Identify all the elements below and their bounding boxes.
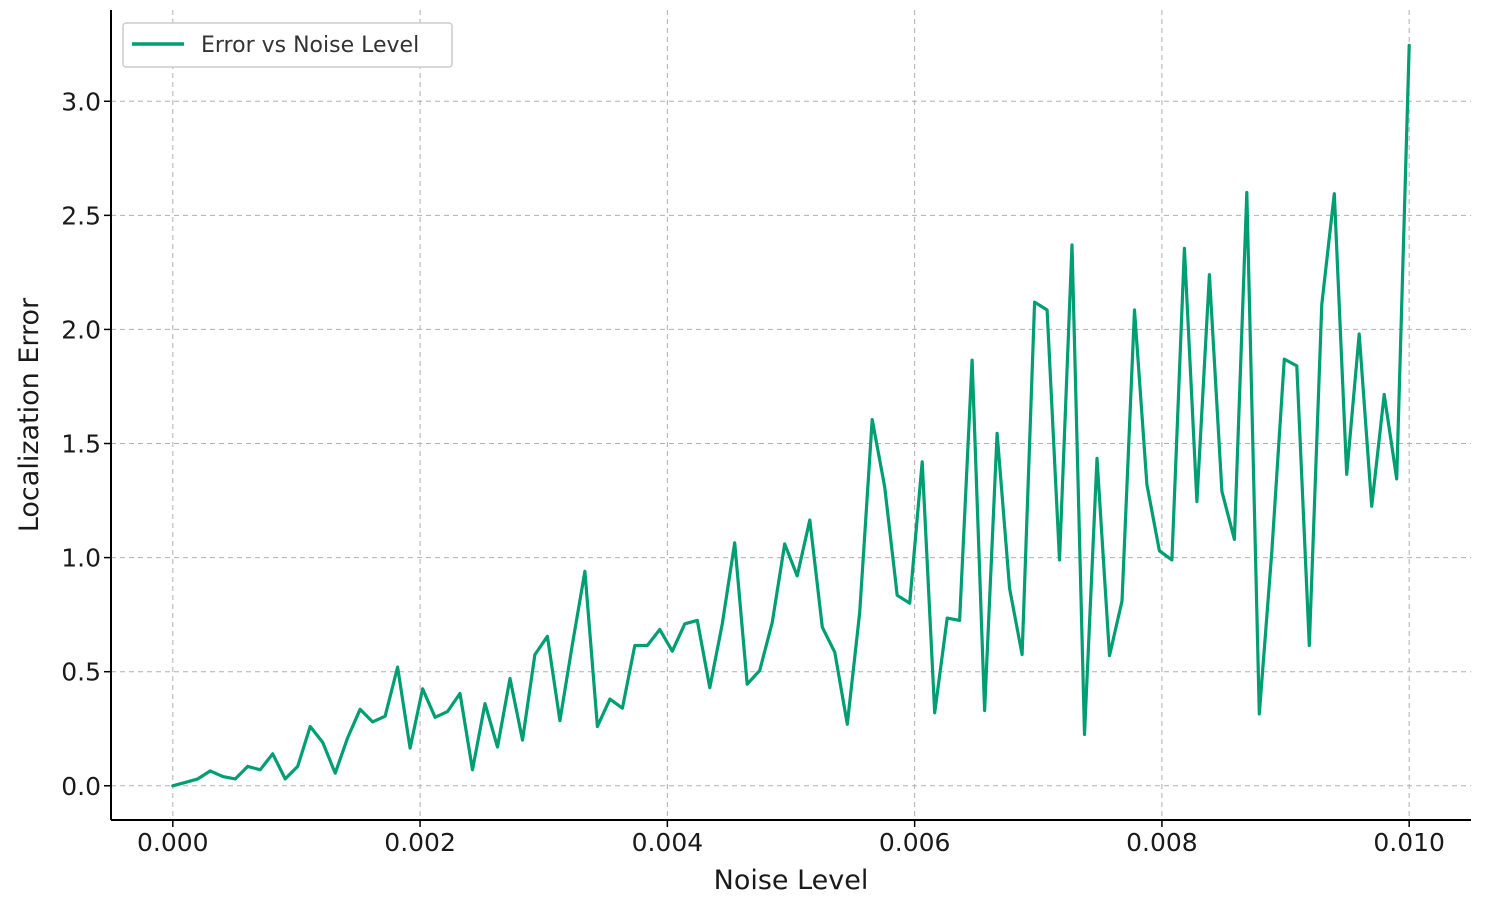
legend: Error vs Noise Level <box>122 22 453 68</box>
x-tick-label: 0.008 <box>1126 828 1198 857</box>
legend-label: Error vs Noise Level <box>201 33 419 58</box>
y-tick-label: 0.0 <box>61 772 101 801</box>
x-tick-label: 0.000 <box>137 828 209 857</box>
x-tick-label: 0.004 <box>632 828 704 857</box>
x-tick-label: 0.010 <box>1373 828 1445 857</box>
y-tick-label: 3.0 <box>61 87 101 116</box>
series-line <box>171 43 1411 788</box>
y-tick-label: 0.5 <box>61 658 101 687</box>
y-axis-ticks: 0.0 0.5 1.0 1.5 2.0 2.5 3.0 <box>61 87 111 801</box>
x-tick-label: 0.006 <box>879 828 951 857</box>
y-tick-label: 1.0 <box>61 544 101 573</box>
x-axis-label: Noise Level <box>714 865 869 896</box>
grid <box>111 10 1471 820</box>
x-tick-label: 0.002 <box>384 828 456 857</box>
y-tick-label: 1.5 <box>61 430 101 459</box>
y-tick-label: 2.5 <box>61 201 101 230</box>
x-axis-ticks: 0.000 0.002 0.004 0.006 0.008 0.010 <box>137 820 1445 857</box>
legend-box <box>122 22 453 68</box>
y-axis-label: Localization Error <box>14 297 45 532</box>
series <box>171 43 1411 788</box>
y-tick-label: 2.0 <box>61 315 101 344</box>
axes <box>110 10 1471 821</box>
